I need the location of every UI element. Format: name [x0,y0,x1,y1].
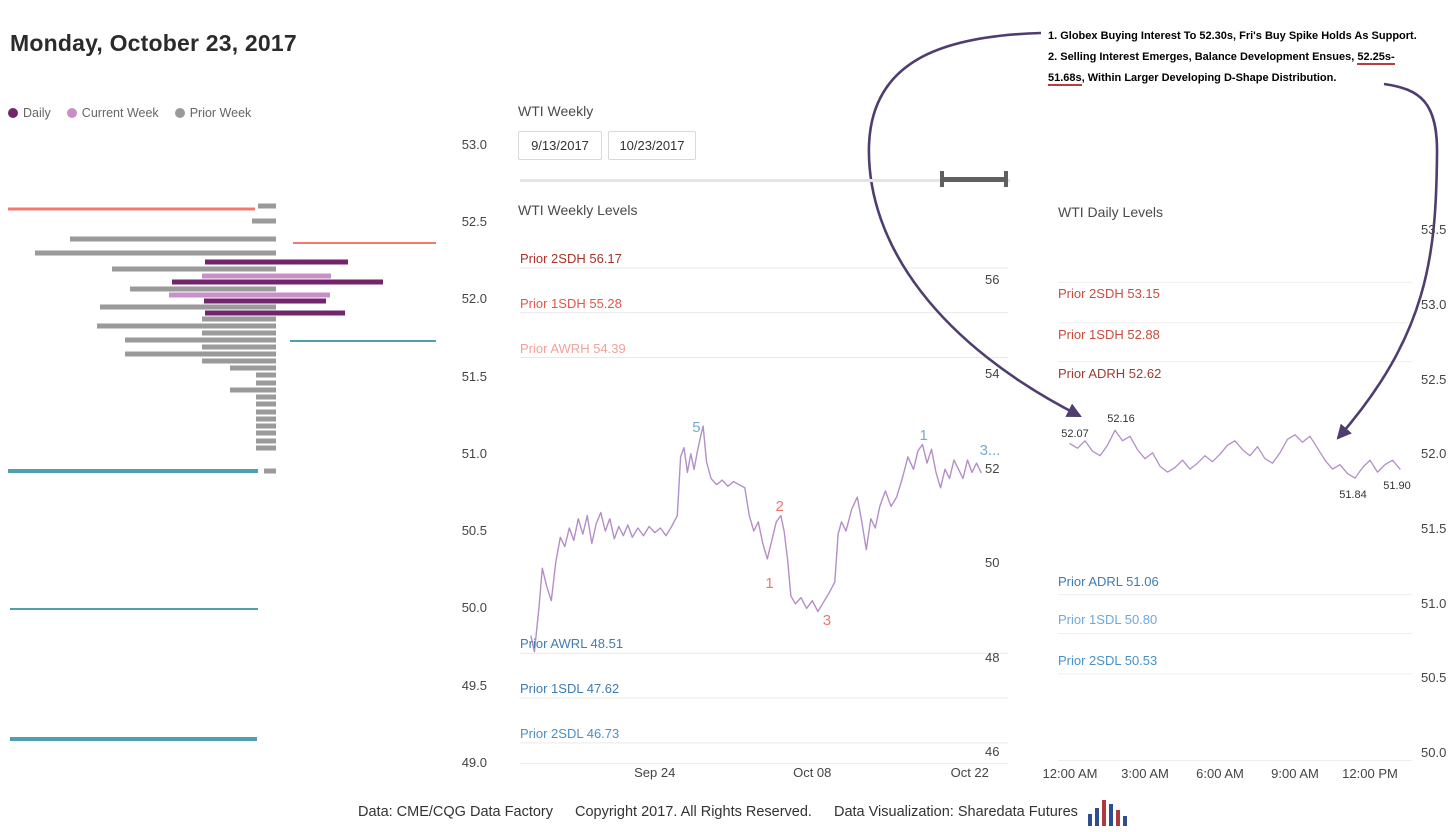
weekly-level-label: Prior AWRH 54.39 [520,340,626,356]
wave-count-label: 3 [822,612,832,630]
weekly-y-axis-tick: 53.0 [461,136,487,152]
footer: Data: CME/CQG Data Factory Copyright 201… [358,804,1078,820]
wave-count-label: 5 [692,419,701,437]
price-annotation: 52.16 [1107,412,1135,425]
daily-y-axis-tick: 51.0 [1421,595,1447,611]
end-date-input[interactable] [608,131,696,160]
wave-count-label: 3... [979,442,1001,460]
legend-swatch [174,108,185,118]
weekly-right-axis-tick: 50 [985,555,1000,571]
daily-x-axis-tick: 3:00 AM [1121,766,1169,781]
range-slider-track[interactable] [520,179,1010,182]
price-annotation: 52.07 [1061,427,1089,440]
daily-x-axis-tick: 12:00 AM [1042,766,1098,781]
annotation-arrow-1 [867,31,1082,418]
daily-levels-title: WTI Daily Levels [1058,204,1164,220]
range-slider-handle[interactable] [940,171,1008,187]
daily-y-axis-tick: 53.5 [1421,222,1447,238]
legend-swatch [8,108,18,118]
commentary-text: 2. Selling Interest Emerges, Balance Dev… [1048,51,1358,63]
legend-label: Prior Week [189,106,252,120]
footer-visualization-credit: Data Visualization: Sharedata Futures [833,804,1078,820]
weekly-level-label: Prior 2SDH 56.17 [520,251,622,266]
sharedata-futures-logo [1088,800,1127,826]
slider-left-cap[interactable] [940,171,944,187]
legend-item-prior-week[interactable]: Prior Week [174,106,252,120]
legend-label: Current Week [81,106,159,120]
footer-copyright: Copyright 2017. All Rights Reserved. [575,804,812,820]
commentary-highlight: 51.68s [1048,72,1082,86]
daily-level-label: Prior ADRH 52.62 [1058,365,1162,381]
price-profile-chart [8,203,436,741]
weekly-y-axis-tick: 51.0 [461,445,487,461]
commentary-text: 1. Globex Buying Interest To 52.30s, Fri… [1048,30,1417,42]
wave-count-label: 1 [919,426,928,444]
price-annotation: 51.90 [1383,480,1411,493]
page-title: Monday, October 23, 2017 [10,30,297,56]
weekly-y-axis-tick: 49.0 [461,755,487,770]
wave-count-label: 1 [765,575,774,593]
daily-y-axis-tick: 51.5 [1421,520,1447,536]
legend-item-current-week[interactable]: Current Week [66,106,159,120]
daily-y-axis-tick: 52.5 [1421,371,1447,387]
weekly-right-axis-tick: 46 [985,744,1000,759]
legend-item-daily[interactable]: Daily [8,106,51,120]
legend-swatch [66,108,77,118]
commentary-line-2: 2. Selling Interest Emerges, Balance Dev… [1048,47,1450,68]
daily-y-axis-tick: 50.5 [1421,670,1447,686]
weekly-y-axis-tick: 49.5 [461,677,487,693]
weekly-right-axis-tick: 48 [985,649,1000,665]
legend-label: Daily [23,106,51,120]
weekly-x-axis-tick: Oct 22 [950,765,989,780]
weekly-level-label: Prior 2SDL 46.73 [520,725,620,741]
wave-count-label: 2 [775,497,784,515]
weekly-y-axis-tick: 50.5 [461,523,487,539]
slider-right-cap[interactable] [1004,171,1008,187]
weekly-y-axis-tick: 50.0 [461,600,487,616]
weekly-level-label: Prior AWRL 48.51 [520,636,624,652]
weekly-level-label: Prior 1SDL 47.62 [520,681,620,697]
daily-y-axis-tick: 53.0 [1421,296,1447,312]
legend: Daily Current Week Prior Week [8,106,251,120]
daily-level-label: Prior ADRL 51.06 [1058,573,1159,589]
start-date-input[interactable] [518,131,602,160]
weekly-chart-title: WTI Weekly [518,103,594,119]
weekly-x-axis-tick: Oct 08 [793,765,832,780]
price-annotation: 51.84 [1339,489,1367,502]
daily-level-label: Prior 1SDH 52.88 [1058,326,1160,342]
weekly-y-axis-tick: 52.0 [461,291,487,307]
market-commentary: 1. Globex Buying Interest To 52.30s, Fri… [1048,26,1450,89]
wti-weekly-chart [520,267,1008,764]
commentary-line-3: 51.68s, Within Larger Developing D-Shape… [1048,68,1450,89]
weekly-y-axis-tick: 51.5 [461,368,487,384]
wti-daily-chart [1058,281,1412,761]
weekly-x-axis-tick: Sep 24 [634,765,676,780]
daily-x-axis-tick: 6:00 AM [1196,766,1244,781]
slider-bar[interactable] [944,176,1004,182]
daily-y-axis-tick: 52.0 [1421,446,1447,462]
commentary-line-1: 1. Globex Buying Interest To 52.30s, Fri… [1048,26,1450,47]
daily-y-axis-tick: 50.0 [1421,745,1447,760]
weekly-levels-title: WTI Weekly Levels [518,202,638,218]
commentary-highlight: 52.25s- [1357,51,1395,65]
weekly-right-axis-tick: 52 [985,460,1000,476]
daily-level-label: Prior 2SDL 50.53 [1058,652,1158,668]
daily-x-axis-tick: 12:00 PM [1342,766,1398,781]
daily-x-axis-tick: 9:00 AM [1271,766,1319,781]
daily-level-label: Prior 2SDH 53.15 [1058,286,1160,302]
commentary-text: , Within Larger Developing D-Shape Distr… [1081,72,1337,84]
weekly-y-axis-tick: 52.5 [461,213,487,229]
annotation-arrow-2 [1336,82,1439,440]
daily-level-label: Prior 1SDL 50.80 [1058,612,1158,628]
weekly-right-axis-tick: 54 [985,366,1000,382]
footer-data-source: Data: CME/CQG Data Factory [358,804,553,820]
weekly-level-label: Prior 1SDH 55.28 [520,295,622,311]
weekly-right-axis-tick: 56 [985,272,1000,287]
